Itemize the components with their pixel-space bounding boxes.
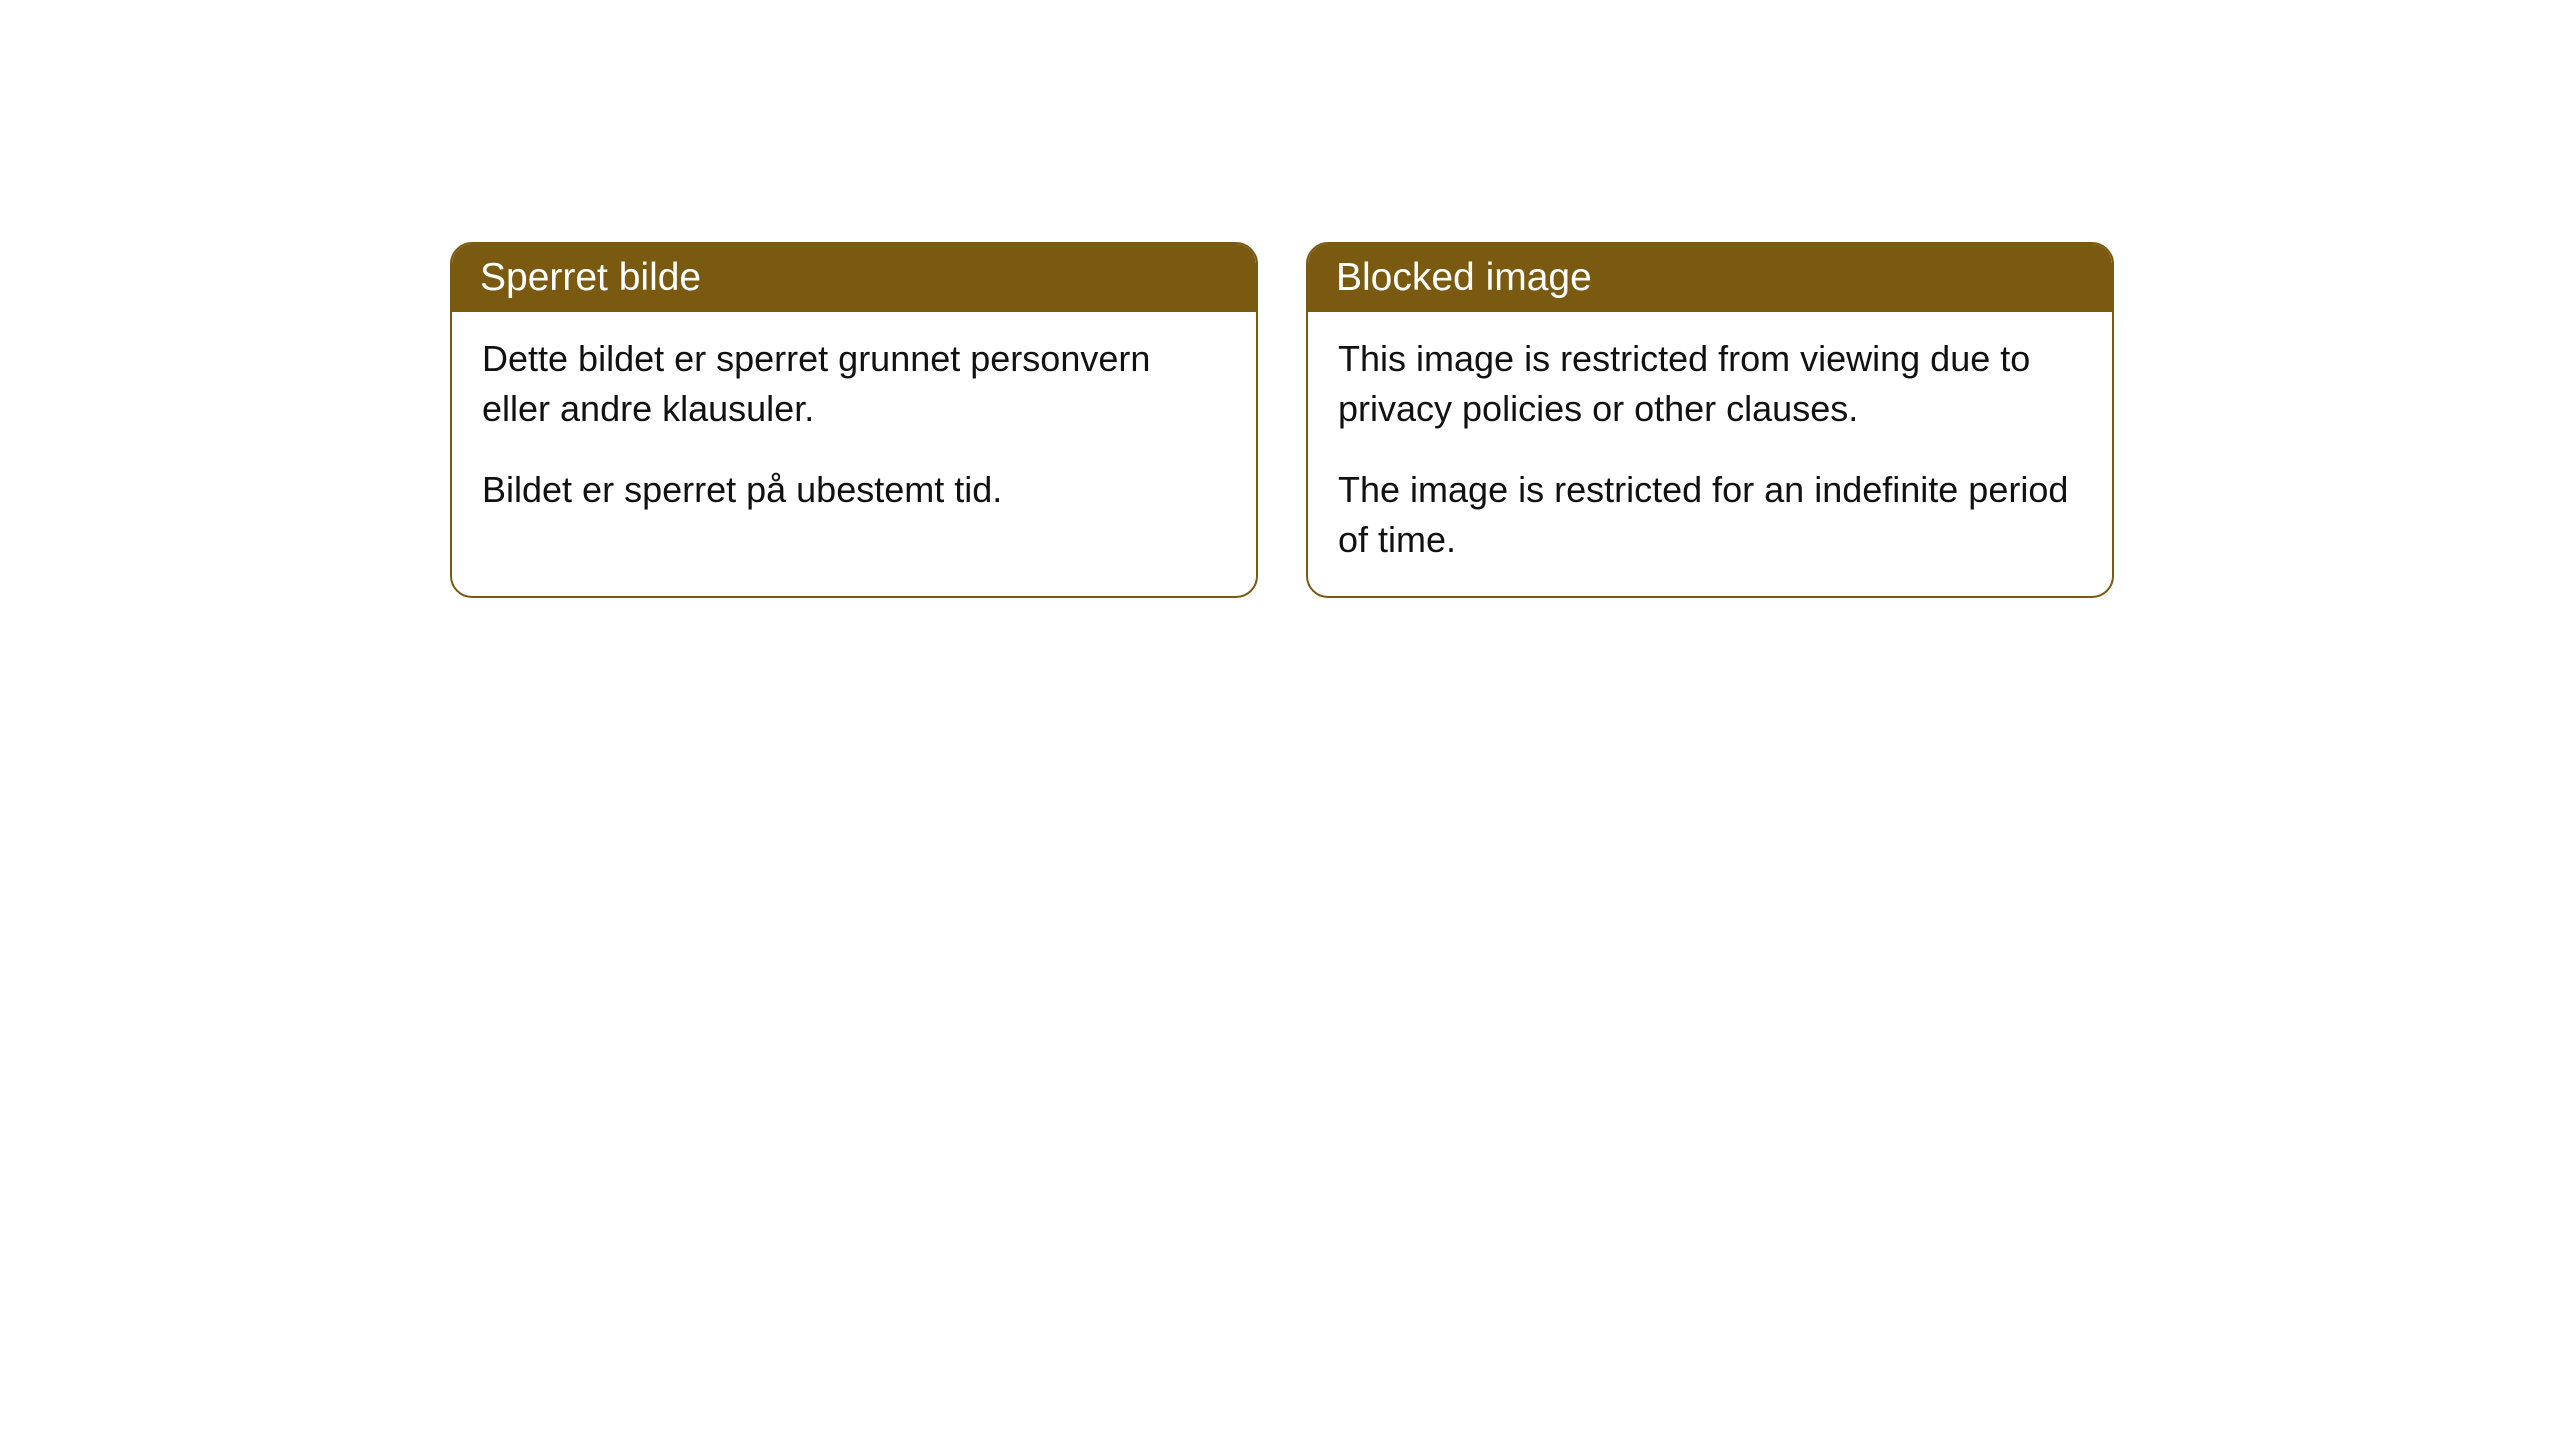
notice-paragraph: Dette bildet er sperret grunnet personve… (482, 334, 1226, 435)
notice-card-body: This image is restricted from viewing du… (1308, 312, 2112, 596)
notice-paragraph: Bildet er sperret på ubestemt tid. (482, 465, 1226, 515)
notice-paragraph: This image is restricted from viewing du… (1338, 334, 2082, 435)
notice-container: Sperret bilde Dette bildet er sperret gr… (450, 242, 2114, 598)
notice-paragraph: The image is restricted for an indefinit… (1338, 465, 2082, 566)
notice-card-norwegian: Sperret bilde Dette bildet er sperret gr… (450, 242, 1258, 598)
notice-card-english: Blocked image This image is restricted f… (1306, 242, 2114, 598)
notice-card-body: Dette bildet er sperret grunnet personve… (452, 312, 1256, 545)
notice-card-header: Sperret bilde (452, 244, 1256, 312)
notice-card-header: Blocked image (1308, 244, 2112, 312)
